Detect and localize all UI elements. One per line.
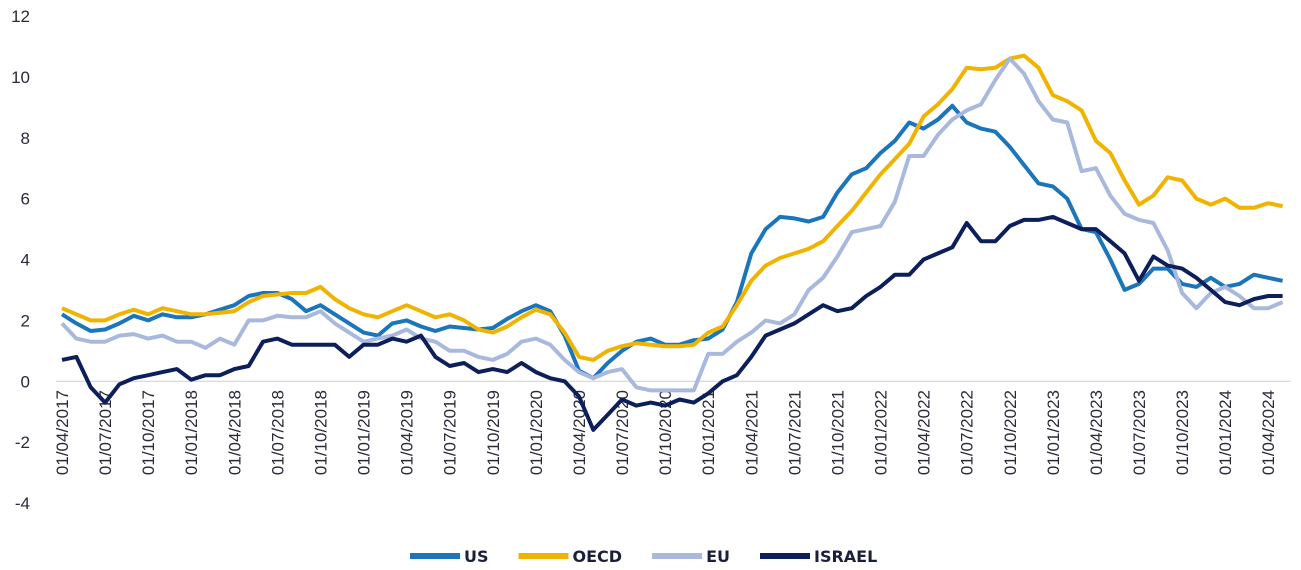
y-tick-label: 10 [11, 68, 30, 87]
y-tick-label: 4 [21, 251, 30, 270]
legend-label: OECD [573, 547, 623, 566]
y-tick-label: 2 [21, 311, 30, 330]
x-tick-label: 01/10/2019 [484, 390, 503, 475]
series-line [61, 53, 1284, 362]
x-tick-label: 01/10/2018 [311, 390, 330, 475]
x-tick-label: 01/01/2023 [1044, 390, 1063, 475]
legend-label: ISRAEL [814, 547, 877, 566]
x-tick-label: 01/01/2019 [355, 390, 374, 475]
x-tick-label: 01/01/2018 [182, 390, 201, 475]
x-tick-label: 01/04/2019 [398, 390, 417, 475]
x-tick-label: 01/10/2023 [1173, 390, 1192, 475]
x-tick-label: 01/04/2021 [742, 390, 761, 475]
y-tick-label: -4 [15, 494, 30, 513]
x-tick-label: 01/07/2017 [96, 390, 115, 475]
legend-label: EU [706, 547, 730, 566]
legend-label: US [464, 547, 489, 566]
x-tick-label: 01/04/2024 [1259, 390, 1278, 475]
legend: US OECD EU ISRAEL [410, 547, 877, 566]
y-tick-label: 0 [21, 372, 30, 391]
x-tick-label: 01/01/2021 [699, 390, 718, 475]
series-line [60, 103, 1284, 381]
x-tick-label: 01/01/2022 [872, 390, 891, 475]
x-tick-label: 01/04/2018 [225, 390, 244, 475]
y-tick-label: 8 [21, 129, 30, 148]
x-tick-label: 01/07/2018 [268, 390, 287, 475]
x-tick-label: 01/07/2023 [1130, 390, 1149, 475]
x-tick-label: 01/01/2024 [1216, 390, 1235, 475]
y-tick-label: 12 [11, 7, 30, 26]
x-tick-label: 01/10/2021 [828, 390, 847, 475]
series-line [60, 56, 1284, 393]
y-tick-label: -2 [15, 433, 30, 452]
x-tick-label: 01/07/2020 [613, 390, 632, 475]
x-tick-label: 01/01/2020 [527, 390, 546, 475]
x-tick-label: 01/04/2017 [53, 390, 72, 475]
x-tick-label: 01/07/2021 [785, 390, 804, 475]
x-tick-label: 01/07/2019 [441, 390, 460, 475]
y-tick-label: 6 [21, 190, 30, 209]
x-tick-label: 01/04/2023 [1087, 390, 1106, 475]
x-tick-label: 01/10/2022 [1001, 390, 1020, 475]
x-tick-label: 01/10/2017 [139, 390, 158, 475]
x-tick-label: 01/07/2022 [958, 390, 977, 475]
x-tick-label: 01/10/2020 [656, 390, 675, 475]
x-tick-label: 01/04/2020 [570, 390, 589, 475]
series-line [61, 214, 1283, 432]
x-tick-label: 01/04/2022 [915, 390, 934, 475]
